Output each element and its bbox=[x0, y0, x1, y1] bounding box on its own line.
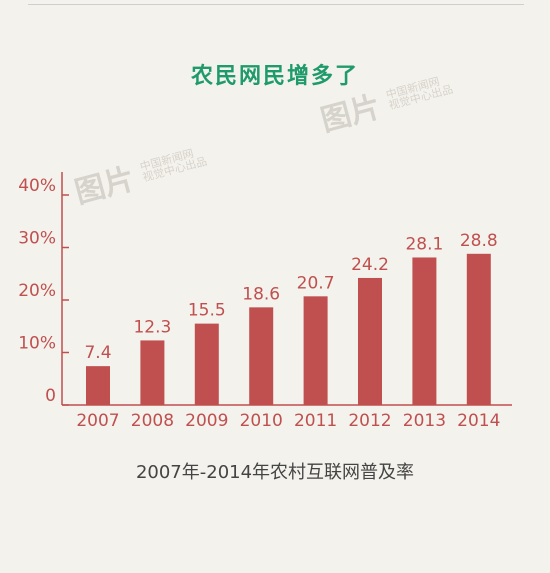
bar-2009 bbox=[194, 323, 219, 405]
x-tick-label-2010: 2010 bbox=[240, 411, 283, 431]
value-label-2012: 24.2 bbox=[351, 255, 389, 275]
y-tick-label: 30% bbox=[18, 229, 56, 249]
top-divider bbox=[28, 4, 524, 5]
value-label-2013: 28.1 bbox=[405, 234, 443, 254]
value-label-2007: 7.4 bbox=[84, 343, 111, 363]
y-tick-label: 0 bbox=[45, 386, 56, 406]
y-axis-ticks: 0 10% 20% 30% 40% bbox=[18, 176, 69, 406]
x-tick-label-2008: 2008 bbox=[131, 411, 174, 431]
x-tick-label-2012: 2012 bbox=[348, 411, 391, 431]
value-label-2011: 20.7 bbox=[297, 273, 335, 293]
value-label-2010: 18.6 bbox=[242, 284, 280, 304]
bar-2014 bbox=[466, 253, 491, 405]
chart-title: 农民网民增多了 bbox=[190, 64, 359, 89]
bars bbox=[86, 253, 491, 405]
y-tick-label: 40% bbox=[18, 176, 56, 196]
x-tick-label-2007: 2007 bbox=[76, 411, 119, 431]
value-label-2008: 12.3 bbox=[133, 317, 171, 337]
y-tick-label: 20% bbox=[18, 281, 56, 301]
x-tick-label-2014: 2014 bbox=[457, 411, 500, 431]
bar-2012 bbox=[358, 277, 382, 405]
bar-2011 bbox=[303, 296, 328, 405]
x-tick-label-2011: 2011 bbox=[294, 411, 337, 431]
x-tick-label-2009: 2009 bbox=[185, 411, 228, 431]
bar-2010 bbox=[249, 307, 274, 405]
value-label-2014: 28.8 bbox=[460, 231, 498, 251]
bar-2008 bbox=[140, 340, 165, 405]
value-label-2009: 15.5 bbox=[188, 301, 226, 321]
bar-2013 bbox=[412, 257, 437, 405]
x-tick-label-2013: 2013 bbox=[403, 411, 446, 431]
bar-2007 bbox=[86, 366, 110, 405]
y-tick-label: 10% bbox=[18, 334, 56, 354]
chart-caption: 2007年-2014年农村互联网普及率 bbox=[135, 462, 415, 483]
value-labels: 7.4 12.3 15.5 18.6 20.7 24.2 28.1 28.8 bbox=[84, 231, 497, 363]
x-axis-labels: 2007 2008 2009 2010 2011 2012 2013 2014 bbox=[76, 411, 500, 431]
